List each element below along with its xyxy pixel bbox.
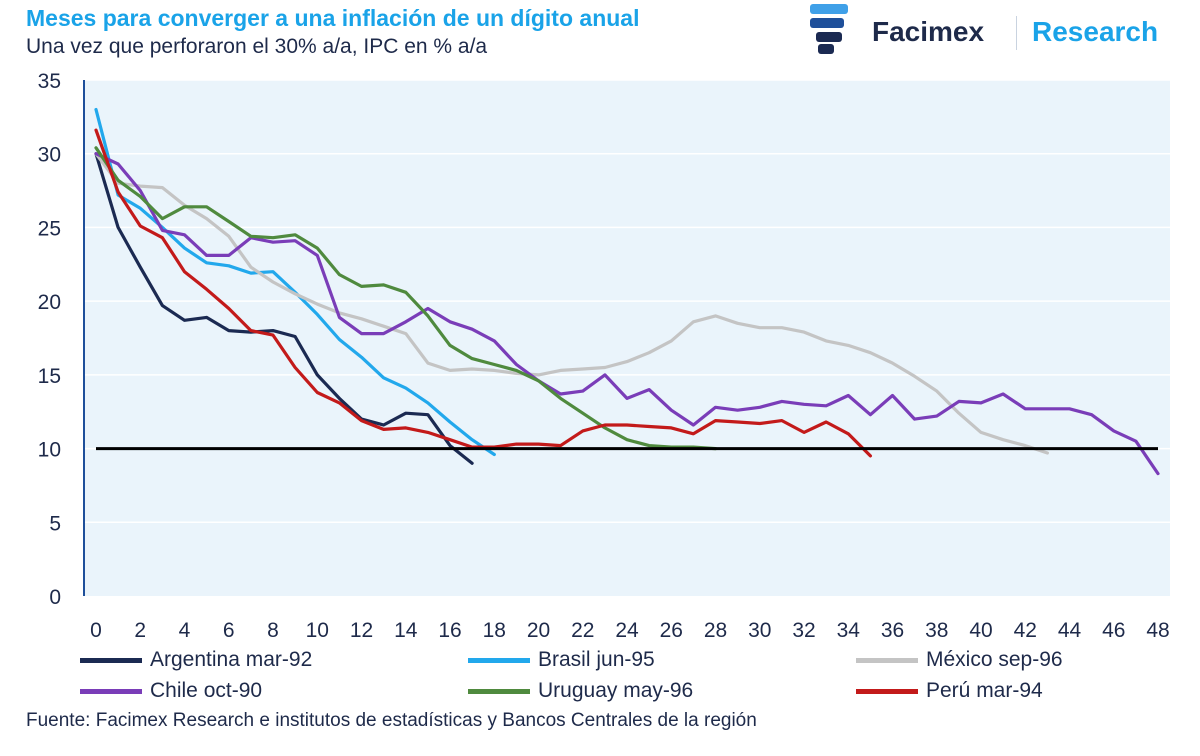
legend-label: Chile oct-90 (150, 679, 263, 702)
legend-item: Chile oct-90 (80, 679, 262, 703)
x-tick-label: 34 (837, 619, 861, 642)
brand-research-label: Research (1032, 16, 1159, 47)
x-tick-label: 14 (394, 619, 418, 642)
y-tick-label: 20 (38, 291, 61, 314)
x-tick-label: 22 (571, 619, 594, 642)
x-tick-label: 0 (90, 619, 102, 642)
x-tick-label: 2 (134, 619, 146, 642)
legend-item: Brasil jun-95 (468, 648, 655, 672)
x-tick-label: 12 (350, 619, 373, 642)
x-tick-label: 26 (660, 619, 683, 642)
x-tick-label: 42 (1014, 619, 1037, 642)
x-tick-label: 6 (223, 619, 235, 642)
legend-label: Perú mar-94 (926, 679, 1043, 702)
x-tick-label: 8 (267, 619, 279, 642)
x-tick-label: 4 (179, 619, 191, 642)
x-tick-label: 48 (1146, 619, 1169, 642)
legend-item: Uruguay may-96 (468, 679, 693, 703)
brand-name: Facimex (872, 16, 985, 47)
x-tick-label: 38 (925, 619, 948, 642)
x-tick-label: 28 (704, 619, 727, 642)
y-tick-label: 15 (38, 365, 61, 388)
chart-subtitle: Una vez que perforaron el 30% a/a, IPC e… (26, 35, 488, 58)
legend-swatch (856, 657, 918, 663)
legend-swatch (468, 688, 530, 694)
chart-title: Meses para converger a una inflación de … (26, 5, 640, 31)
series-line (94, 152, 1160, 476)
plot-area (84, 80, 1170, 596)
legend-swatch (468, 657, 530, 663)
legend-label: Uruguay may-96 (538, 679, 694, 702)
brand-divider (1016, 16, 1017, 50)
legend-item: Perú mar-94 (856, 679, 1043, 703)
x-tick-label: 44 (1058, 619, 1082, 642)
y-tick-label: 10 (38, 439, 61, 462)
legend-item: Argentina mar-92 (80, 648, 312, 672)
legend-swatch (80, 688, 142, 694)
gridlines (84, 79, 1170, 524)
x-tick-label: 40 (969, 619, 992, 642)
y-tick-label: 25 (38, 217, 61, 240)
x-tick-label: 46 (1102, 619, 1125, 642)
x-tick-label: 20 (527, 619, 550, 642)
series-line (94, 152, 1050, 455)
x-tick-label: 10 (306, 619, 329, 642)
series-line (94, 146, 718, 451)
x-tick-label: 16 (438, 619, 461, 642)
legend-swatch (80, 657, 142, 663)
y-tick-label: 30 (38, 144, 61, 167)
x-axis-ticks: 0 2 4 6 8 10 12 14 16 18 20 22 24 26 28 30 32 34 36 38 40 42 4… (90, 619, 1170, 642)
y-tick-label: 5 (49, 512, 61, 535)
source-note: Fuente: Facimex Research e institutos de… (26, 710, 757, 731)
series-line (94, 152, 474, 465)
legend-swatch (856, 688, 918, 694)
legend-label: México sep-96 (926, 648, 1063, 671)
facimex-logo-icon (810, 4, 848, 54)
x-tick-label: 24 (615, 619, 639, 642)
x-tick-label: 18 (483, 619, 506, 642)
legend-item: México sep-96 (856, 648, 1063, 672)
y-axis-ticks: 0 5 10 15 20 25 30 35 (38, 70, 61, 609)
brand: Facimex Research (806, 2, 1176, 60)
x-tick-label: 30 (748, 619, 771, 642)
y-tick-label: 0 (49, 586, 61, 609)
y-tick-label: 35 (38, 70, 61, 93)
series-lines (94, 107, 1160, 476)
legend-label: Argentina mar-92 (150, 648, 313, 671)
x-tick-label: 36 (881, 619, 904, 642)
x-tick-label: 32 (792, 619, 815, 642)
legend: Argentina mar-92 Brasil jun-95 México sep-… (80, 648, 1190, 710)
legend-label: Brasil jun-95 (538, 648, 655, 671)
